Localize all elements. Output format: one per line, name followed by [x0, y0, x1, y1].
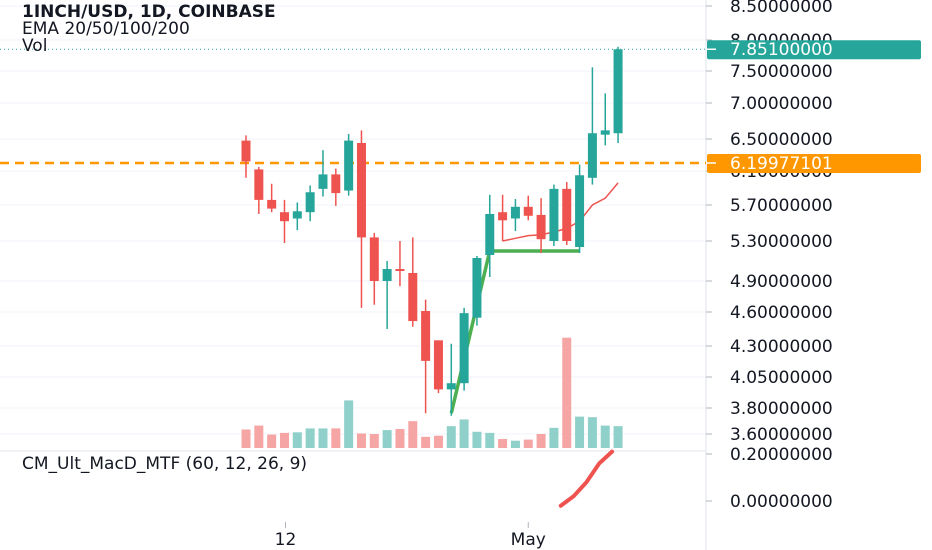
- candle-body: [408, 273, 418, 322]
- volume-bar: [575, 416, 585, 448]
- macd-line: [558, 449, 615, 508]
- volume-bar: [523, 439, 533, 448]
- price-tick-label: 5.70000000: [730, 196, 833, 216]
- candle-body: [331, 174, 341, 194]
- volume-bar: [536, 434, 546, 448]
- price-tick-label: 7.00000000: [730, 94, 833, 114]
- trendline-path: [449, 249, 580, 414]
- volume-bar: [446, 426, 456, 448]
- candle-body: [613, 49, 623, 134]
- volume-bar: [356, 433, 366, 448]
- volume-bar: [408, 421, 418, 448]
- ema-path: [502, 182, 619, 242]
- macd-label: CM_Ult_MacD_MTF (60, 12, 26, 9): [22, 454, 308, 474]
- price-tick-label: 6.50000000: [730, 130, 833, 150]
- ema-indicator-label: EMA 20/50/100/200: [22, 19, 190, 39]
- candle-body: [446, 383, 456, 390]
- grid: [0, 5, 706, 435]
- last-price-tag-label: 7.85100000: [730, 40, 833, 60]
- price-axis: 8.500000008.000000007.500000007.00000000…: [706, 0, 833, 512]
- price-tags: 7.85100000 6.19977101: [706, 40, 921, 174]
- trendline: [449, 249, 580, 414]
- candles: [241, 46, 623, 416]
- candle-body: [433, 340, 443, 390]
- candle-body: [498, 212, 508, 221]
- candle-body: [536, 214, 546, 240]
- volume-bar: [613, 426, 623, 448]
- candle-body: [485, 214, 495, 255]
- time-tick-label: May: [511, 530, 546, 550]
- volume-bar: [433, 435, 443, 448]
- volume-bar: [472, 431, 482, 448]
- volume-bar: [254, 425, 264, 448]
- price-tick-label: 4.90000000: [730, 272, 833, 292]
- candle-body: [549, 188, 559, 241]
- volume-bars: [241, 337, 623, 448]
- volume-bar: [562, 337, 572, 448]
- volume-bar: [421, 436, 431, 448]
- volume-label: Vol: [22, 36, 48, 56]
- candle-body: [305, 192, 315, 213]
- candle-body: [254, 169, 264, 200]
- price-tick-label: 4.60000000: [730, 303, 833, 323]
- volume-bar: [267, 434, 277, 448]
- volume-bar: [600, 425, 610, 448]
- time-axis: 12 May: [275, 522, 546, 550]
- candle-body: [356, 143, 366, 238]
- candle-body: [382, 269, 392, 281]
- macd-tick-label: 0.00000000: [730, 492, 833, 512]
- candle-body: [344, 140, 354, 191]
- price-tick-label: 8.50000000: [730, 0, 833, 17]
- volume-bar: [318, 428, 328, 448]
- price-tick-label: 4.05000000: [730, 368, 833, 388]
- candle-body: [459, 313, 469, 384]
- time-tick-label: 12: [275, 530, 297, 550]
- price-tick-label: 3.60000000: [730, 425, 833, 445]
- volume-bar: [510, 440, 520, 448]
- volume-bar: [587, 417, 597, 448]
- volume-bar: [241, 429, 251, 448]
- volume-bar: [549, 427, 559, 448]
- volume-bar: [459, 419, 469, 448]
- volume-bar: [305, 428, 315, 448]
- macd-tick-label: 0.20000000: [730, 445, 833, 465]
- price-tick-label: 4.30000000: [730, 337, 833, 357]
- candle-body: [369, 237, 379, 281]
- price-tick-label: 7.50000000: [730, 62, 833, 82]
- volume-bar: [344, 400, 354, 448]
- ema-line: [502, 182, 619, 242]
- volume-bar: [369, 434, 379, 448]
- candle-body: [241, 140, 251, 162]
- candle-body: [395, 269, 405, 271]
- candle-body: [562, 188, 572, 241]
- volume-bar: [331, 428, 341, 448]
- candle-body: [279, 212, 289, 222]
- volume-bar: [395, 428, 405, 448]
- candle-body: [421, 310, 431, 361]
- last-price-tag: [707, 40, 921, 60]
- volume-bar: [279, 432, 289, 448]
- candle-body: [472, 258, 482, 318]
- volume-bar: [498, 439, 508, 448]
- hline-tag: [707, 154, 921, 174]
- volume-bar: [382, 430, 392, 448]
- volume-bar: [485, 432, 495, 448]
- chart-title: 1INCH/USD, 1D, COINBASE: [22, 2, 276, 22]
- candle-body: [318, 174, 328, 189]
- volume-bar: [292, 432, 302, 448]
- candle-body: [600, 130, 610, 135]
- candle-body: [292, 211, 302, 219]
- candle-body: [575, 175, 585, 247]
- price-tick-label: 5.30000000: [730, 232, 833, 252]
- price-tick-label: 3.80000000: [730, 399, 833, 419]
- candle-body: [267, 199, 277, 209]
- candle-body: [587, 133, 597, 178]
- candle-body: [510, 206, 520, 219]
- hline-tag-label: 6.19977101: [730, 154, 833, 174]
- macd-path: [558, 449, 615, 508]
- candle-body: [523, 206, 533, 216]
